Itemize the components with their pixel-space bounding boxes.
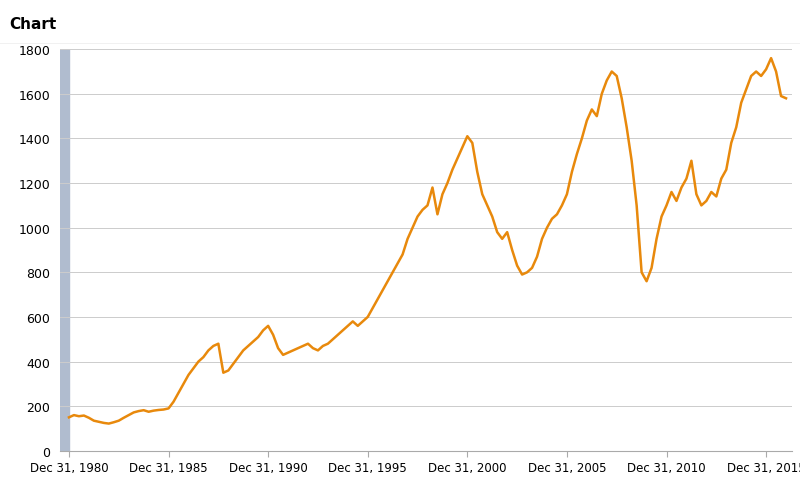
- Bar: [60, 50, 70, 451]
- Text: Chart: Chart: [10, 18, 57, 32]
